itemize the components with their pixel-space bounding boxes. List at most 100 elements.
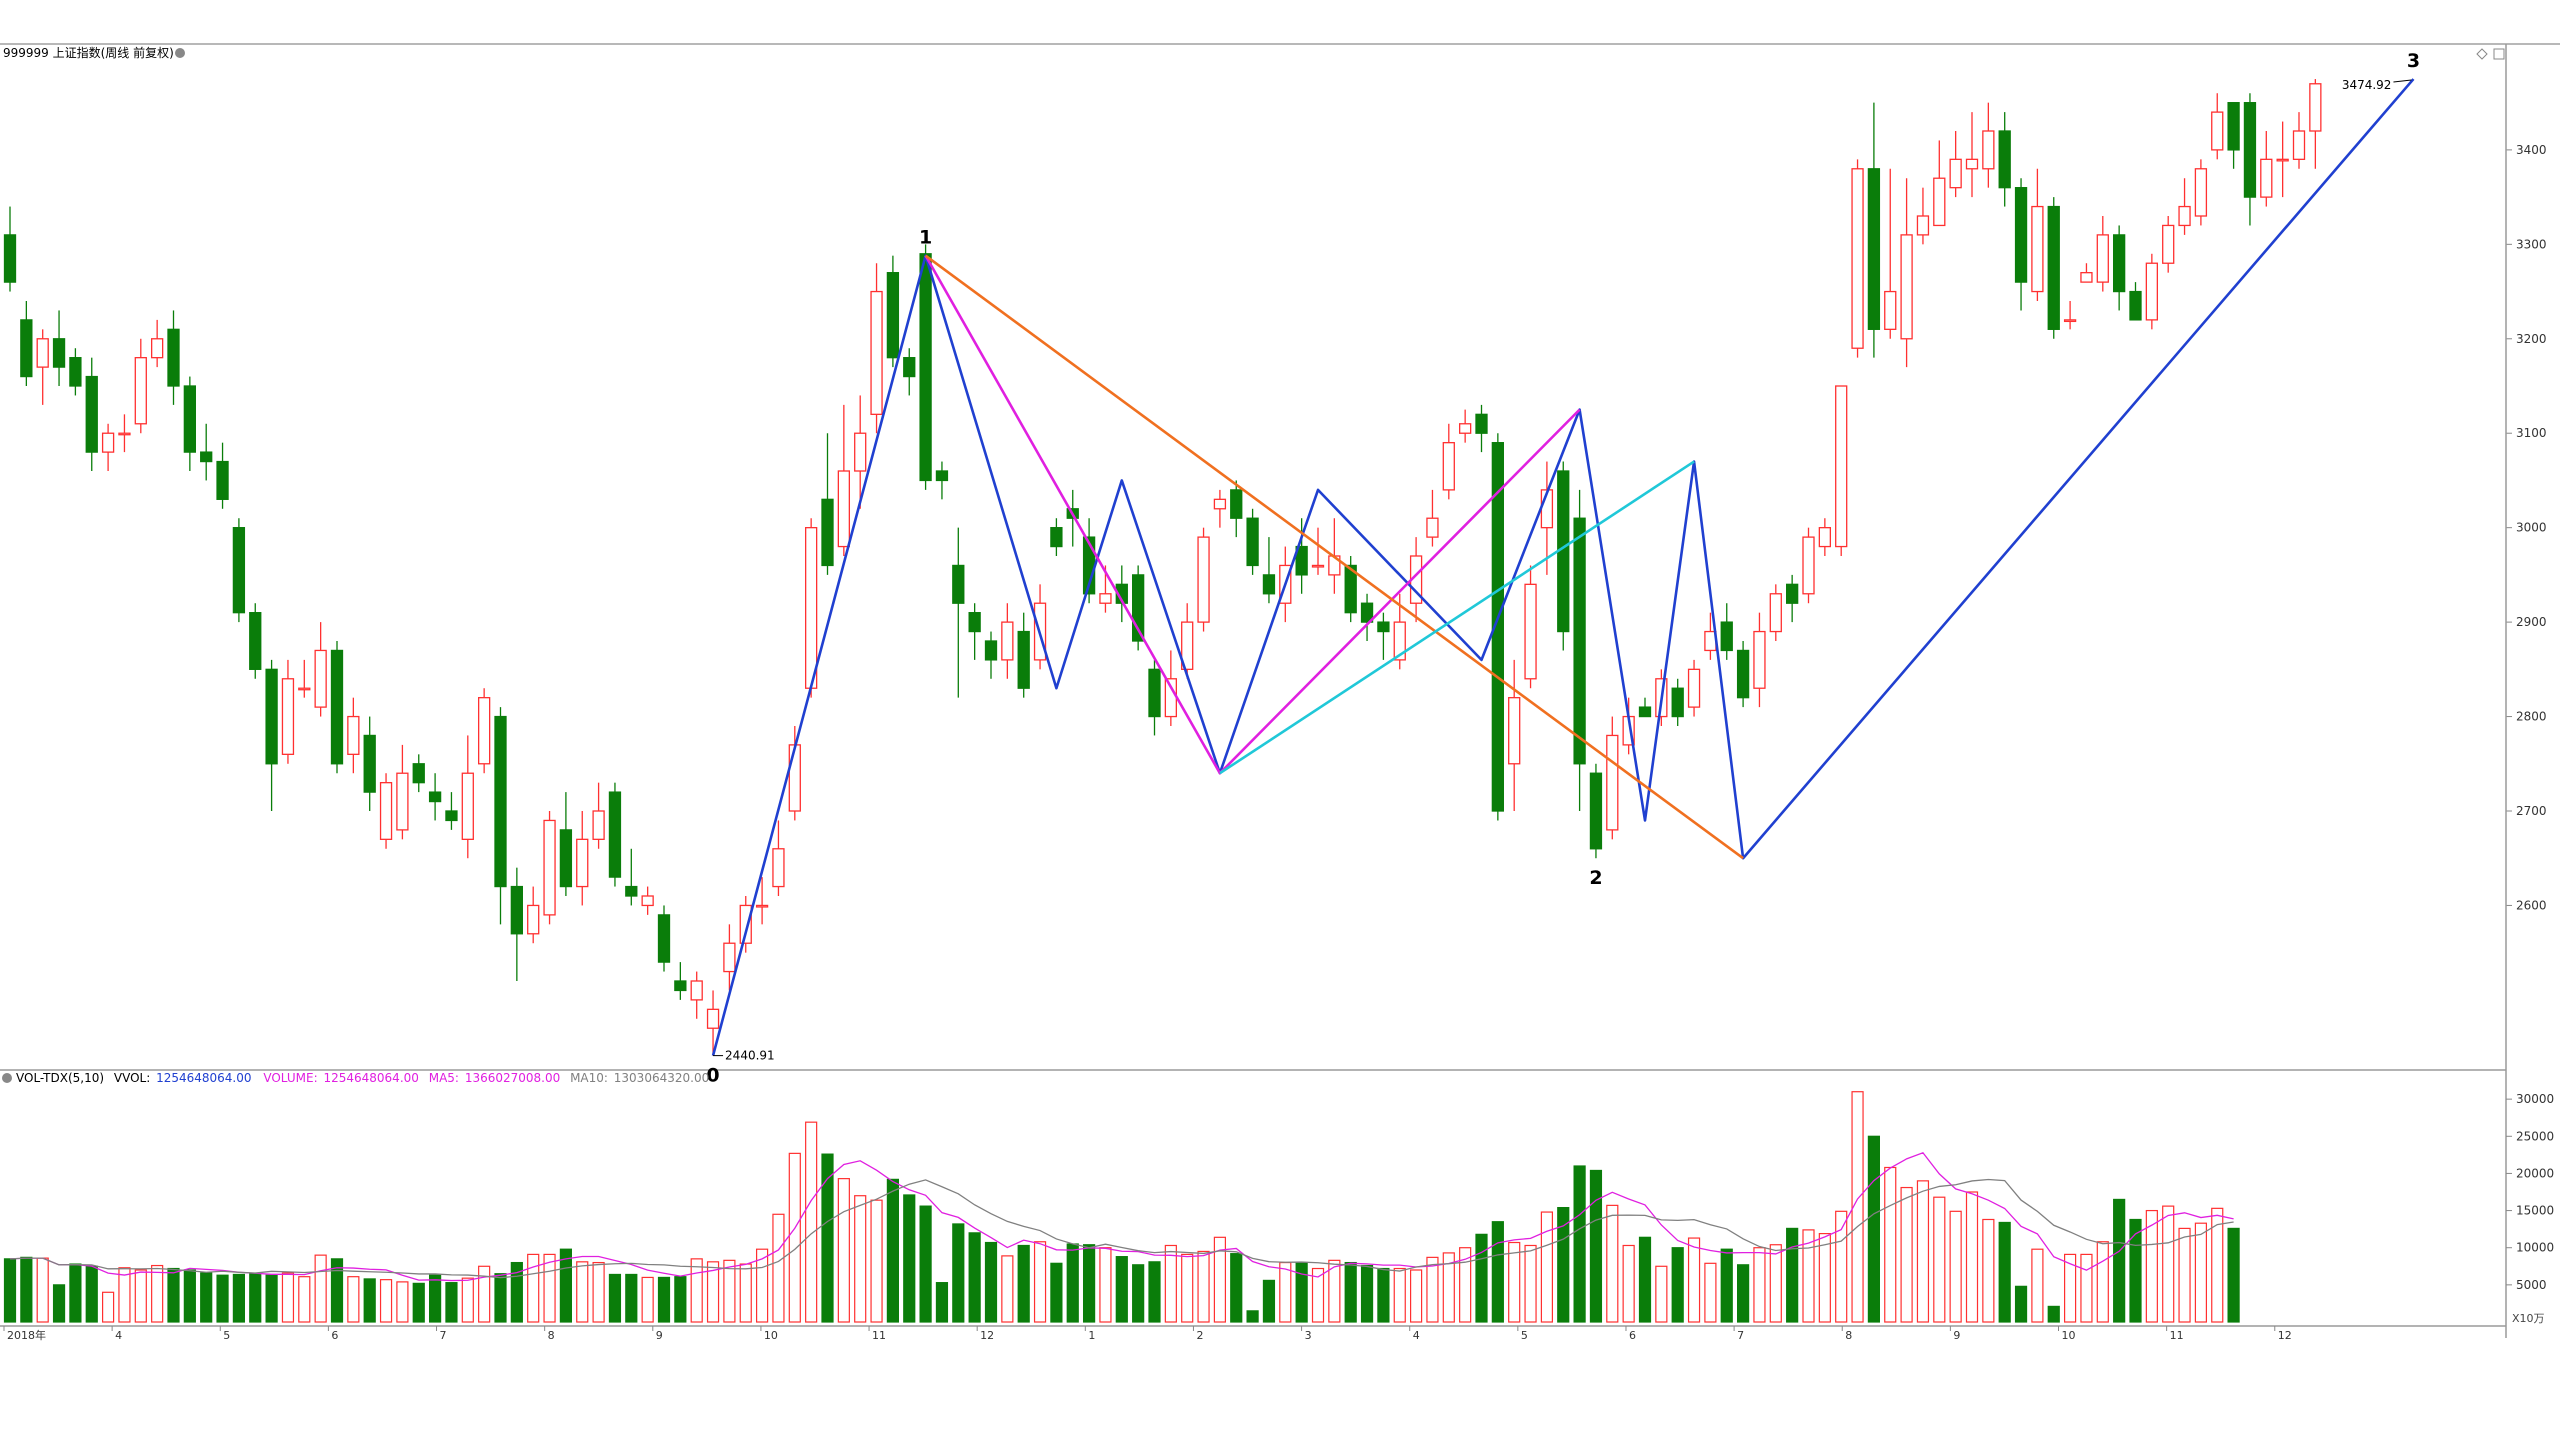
volume-bar-up: [1835, 1210, 1848, 1323]
candle-up: [2260, 158, 2273, 198]
volume-bar-down: [1132, 1264, 1145, 1323]
candle-down: [2112, 234, 2126, 293]
candle-up: [1916, 215, 1930, 236]
volume-tick-label: 30000: [2516, 1092, 2554, 1106]
volume-bar-down: [1115, 1256, 1128, 1323]
volume-bar-down: [183, 1269, 196, 1323]
volume-bar-down: [1720, 1248, 1733, 1323]
volume-bar-down: [559, 1248, 573, 1323]
vvol-label: VVOL:: [114, 1071, 150, 1085]
volume-ma-lines: [9, 1152, 2234, 1282]
time-tick-label: 6: [1629, 1329, 1636, 1342]
volume-bar-down: [2129, 1218, 2142, 1323]
svg-text:VOL-TDX(5,10) VVOL:: VOL-TDX(5,10) VVOL: 1254648064.00 VOLUME…: [16, 1071, 709, 1085]
price-tick-label: 2900: [2516, 615, 2547, 629]
candle-down: [674, 980, 687, 992]
volume-bar-down: [412, 1282, 425, 1323]
candle-down: [1246, 517, 1259, 567]
volume-bar-down: [510, 1261, 523, 1323]
candle-up: [755, 904, 769, 908]
volume-bar-up: [690, 1258, 703, 1323]
candle-up: [2178, 205, 2191, 227]
time-tick-label: 8: [548, 1329, 555, 1342]
volume-bar-up: [1524, 1244, 1537, 1323]
volume-bar-down: [903, 1194, 916, 1323]
volume-bar-down: [1377, 1267, 1390, 1323]
candle-down: [510, 885, 524, 935]
diamond-icon[interactable]: [2476, 48, 2488, 60]
volume-bar-up: [1933, 1196, 1946, 1323]
volume-bar-up: [1459, 1247, 1472, 1323]
candle-up: [837, 470, 850, 548]
volume-bar-up: [1606, 1204, 1619, 1323]
volume-bar-up: [2096, 1241, 2109, 1323]
candle-up: [527, 904, 540, 935]
volume-bar-down: [1360, 1264, 1374, 1323]
volume-legend-icon[interactable]: [2, 1073, 12, 1083]
time-tick-label: 1: [1088, 1329, 1095, 1342]
candle-up: [2276, 158, 2289, 162]
volume-bar-down: [330, 1258, 344, 1323]
candle-down: [265, 668, 278, 765]
candle-down: [2243, 102, 2257, 198]
candle-up: [1459, 423, 1472, 434]
candle-down: [216, 460, 229, 500]
panel-icon[interactable]: [2493, 48, 2505, 60]
candle-up: [723, 942, 736, 973]
volume-tick-label: 15000: [2516, 1204, 2554, 1218]
candle-up: [1933, 177, 1946, 227]
volume-bar-up: [36, 1257, 49, 1323]
candle-down: [412, 763, 425, 784]
low-price-annotation: 2440.91: [725, 1049, 775, 1063]
volume-bar-up: [1409, 1269, 1423, 1323]
candle-down: [1377, 621, 1390, 633]
volume-bar-down: [20, 1256, 33, 1323]
candle-down: [625, 885, 638, 897]
candle-down: [2014, 187, 2028, 283]
candle-down: [984, 640, 998, 661]
time-tick-label: 12: [980, 1329, 994, 1342]
volume-bar-up: [2178, 1227, 2191, 1323]
volume-bar-up: [592, 1261, 605, 1323]
candle-up: [396, 772, 409, 831]
volume-bar-up: [805, 1121, 818, 1323]
volume-bar-down: [3, 1258, 17, 1323]
volume-bar-up: [298, 1276, 311, 1323]
candle-down: [1475, 413, 1488, 434]
volume-bar-down: [1998, 1221, 2011, 1323]
volume-bar-up: [1900, 1186, 1913, 1323]
candle-down: [1589, 772, 1603, 850]
candle-up: [1982, 130, 1995, 170]
volume-bar-up: [1508, 1241, 1521, 1323]
candle-up: [1851, 168, 1864, 349]
candle-up: [36, 338, 49, 368]
candle-down: [1786, 583, 1799, 604]
time-tick-label: 5: [223, 1329, 230, 1342]
candle-up: [2031, 205, 2044, 293]
candle-up: [2063, 319, 2077, 323]
candle-up: [1769, 593, 1782, 633]
wave-line: [711, 78, 2415, 1056]
candle-down: [1262, 574, 1276, 595]
candle-up: [2292, 130, 2306, 160]
wave-label-1: 1: [919, 227, 932, 249]
candle-up: [1524, 583, 1537, 680]
volume-bar-down: [1491, 1221, 1504, 1323]
volume-ma10-line: [9, 1178, 2234, 1279]
candle-down: [232, 527, 246, 614]
volume-bar-down: [674, 1276, 687, 1323]
candle-down: [919, 253, 932, 482]
volume-bar-down: [429, 1274, 442, 1323]
candle-down: [249, 612, 262, 670]
volume-bar-up: [1393, 1267, 1406, 1323]
volume-bar-down: [608, 1273, 622, 1323]
volume-bar-up: [1965, 1191, 1979, 1323]
candle-down: [657, 914, 671, 963]
volume-bar-up: [1818, 1232, 1831, 1323]
candle-down: [1360, 602, 1374, 623]
time-tick-label: 4: [1413, 1329, 1420, 1342]
title-settings-icon[interactable]: [175, 48, 185, 58]
volume-bar-up: [1164, 1244, 1177, 1323]
volume-bar-up: [1279, 1261, 1292, 1323]
